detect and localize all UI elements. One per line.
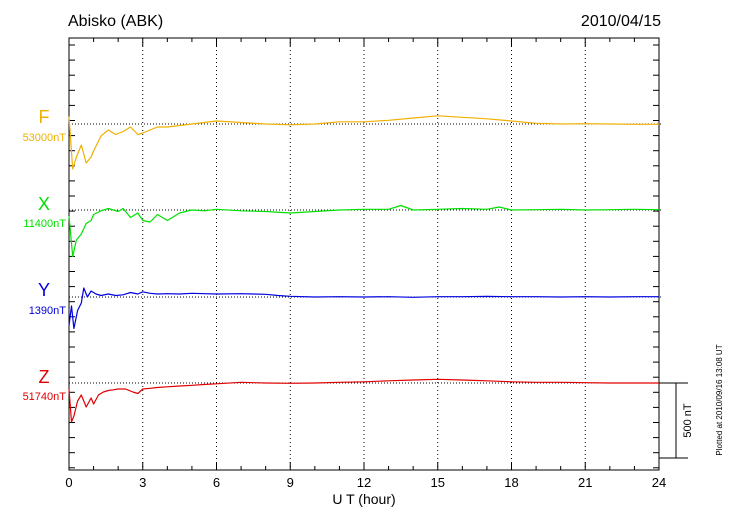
x-axis-label: U T (hour)	[332, 491, 395, 507]
x-tick-label: 3	[139, 475, 146, 490]
x-tick-label: 18	[504, 475, 518, 490]
series-line-f	[68, 115, 659, 170]
x-tick-label: 0	[65, 475, 72, 490]
series-line-y	[68, 287, 659, 330]
series-line-z	[68, 378, 659, 423]
x-tick-label: 6	[213, 475, 220, 490]
plotted-at-note: Plotted at 2010/09/16 13:08 UT	[715, 344, 724, 455]
series-baseline-x: 11400nT	[23, 218, 66, 230]
x-tick-label: 15	[431, 475, 445, 490]
series-name-z: Z	[39, 367, 50, 387]
x-tick-label: 24	[652, 475, 666, 490]
series-name-x: X	[38, 194, 50, 214]
x-tick-label: 12	[357, 475, 371, 490]
series-line-x	[68, 204, 660, 258]
series-name-y: Y	[38, 280, 50, 300]
date-title: 2010/04/15	[580, 13, 661, 30]
series-baseline-y: 1390nT	[29, 305, 67, 317]
scale-bar-label: 500 nT	[682, 403, 694, 438]
station-title: Abisko (ABK)	[68, 13, 164, 30]
x-tick-label: 21	[578, 475, 592, 490]
series-baseline-z: 51740nT	[23, 391, 67, 403]
x-tick-label: 9	[287, 475, 294, 490]
series-baseline-f: 53000nT	[23, 132, 67, 144]
series-name-f: F	[39, 107, 50, 127]
